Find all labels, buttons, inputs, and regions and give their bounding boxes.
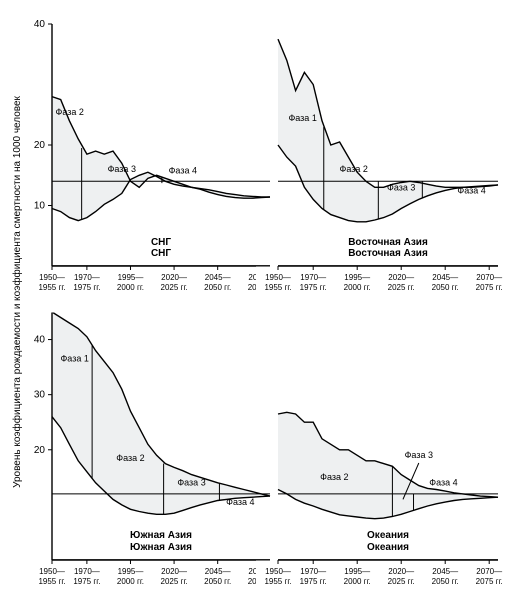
x-tick-label: 1975 гг. xyxy=(73,283,100,292)
x-tick-label: 2050 гг. xyxy=(204,283,231,292)
x-tick-label: 1955 гг. xyxy=(264,283,291,292)
x-tick-label: 2045— xyxy=(205,567,231,576)
phase-label: Фаза 3 xyxy=(108,164,136,174)
x-tick-label: 2025 гг. xyxy=(161,283,188,292)
x-tick-label: 1950— xyxy=(265,567,291,576)
x-tick-label: 1970— xyxy=(74,273,100,282)
phase-label: Фаза 3 xyxy=(387,182,415,192)
phase-label: Фаза 2 xyxy=(116,453,144,463)
phase-label: Фаза 2 xyxy=(320,472,348,482)
phase-label: Фаза 4 xyxy=(457,185,485,195)
phase-label: Фаза 2 xyxy=(339,164,367,174)
x-tick-label: 2025 гг. xyxy=(388,283,415,292)
x-tick-label: 2025 гг. xyxy=(161,577,188,586)
y-tick-label: 20 xyxy=(34,445,46,456)
x-tick-label: 2000 гг. xyxy=(117,283,144,292)
x-tick-label: 2075 гг. xyxy=(476,283,503,292)
phase-label: Фаза 2 xyxy=(55,107,83,117)
svg-text:Восточная Азия: Восточная Азия xyxy=(348,248,428,259)
x-tick-label: 1970— xyxy=(74,567,100,576)
phase-label: Фаза 4 xyxy=(169,165,197,175)
x-tick-label: 2000 гг. xyxy=(344,283,371,292)
x-tick-label: 1975 гг. xyxy=(300,283,327,292)
x-tick-label: 2020— xyxy=(388,567,414,576)
x-tick-label: 2000 гг. xyxy=(344,577,371,586)
x-tick-label: 1950— xyxy=(39,273,65,282)
x-tick-label: 1995— xyxy=(344,567,370,576)
x-tick-label: 1995— xyxy=(344,273,370,282)
x-tick-label: 1975 гг. xyxy=(300,577,327,586)
phase-label: Фаза 1 xyxy=(288,113,316,123)
x-tick-label: 2045— xyxy=(205,273,231,282)
y-tick-label: 10 xyxy=(34,201,46,212)
x-tick-label: 2070— xyxy=(476,273,502,282)
panel-title: Южная Азия xyxy=(130,530,192,541)
y-axis-label: Уровень коэффициента рождаемости и коэфф… xyxy=(11,95,23,487)
demographic-transition-figure: 1950—1955 гг.1970—1975 гг.1995—2000 гг.2… xyxy=(0,0,514,607)
panel-cis: 1950—1955 гг. 1970—1975 гг. 1995—2000 гг. 2… xyxy=(34,19,275,292)
panel-south_asia: 1950—1955 гг. 1970—1975 гг. 1995—2000 гг. 2… xyxy=(34,312,275,586)
x-tick-label: 2050 гг. xyxy=(432,577,459,586)
phase-label: Фаза 3 xyxy=(177,478,205,488)
x-tick-label: 1995— xyxy=(118,567,144,576)
phase-label: Фаза 4 xyxy=(429,478,457,488)
x-tick-label: 2070— xyxy=(476,567,502,576)
x-tick-label: 2025 гг. xyxy=(388,577,415,586)
x-tick-label: 1955 гг. xyxy=(38,283,65,292)
x-tick-label: 2020— xyxy=(161,273,187,282)
x-tick-label: 1975 гг. xyxy=(73,577,100,586)
y-tick-label: 30 xyxy=(34,390,46,401)
y-tick-label: 40 xyxy=(34,19,46,30)
x-tick-label: 1970— xyxy=(300,567,326,576)
x-tick-label: 2045— xyxy=(432,567,458,576)
svg-text:СНГ: СНГ xyxy=(151,248,171,259)
x-tick-label: 1955 гг. xyxy=(38,577,65,586)
phase-label: Фаза 1 xyxy=(60,354,88,364)
x-tick-label: 2050 гг. xyxy=(204,577,231,586)
panel-title: СНГ xyxy=(151,237,171,248)
x-tick-label: 1950— xyxy=(39,567,65,576)
x-tick-label: 2000 гг. xyxy=(117,577,144,586)
x-tick-label: 2020— xyxy=(388,273,414,282)
panel-east_asia: 1950—1955 гг. 1970—1975 гг. 1995—2000 гг. 2… xyxy=(264,39,502,292)
x-tick-label: 1970— xyxy=(300,273,326,282)
phase-label: Фаза 4 xyxy=(226,497,254,507)
x-tick-label: 1955 гг. xyxy=(264,577,291,586)
panel-title: Океания xyxy=(367,530,409,541)
x-tick-label: 1995— xyxy=(118,273,144,282)
y-tick-label: 40 xyxy=(34,335,46,346)
panel-title: Восточная Азия xyxy=(348,237,428,248)
svg-text:Океания: Океания xyxy=(367,542,409,553)
y-tick-label: 20 xyxy=(34,140,46,151)
x-tick-label: 2020— xyxy=(161,567,187,576)
x-tick-label: 1950— xyxy=(265,273,291,282)
svg-text:Южная Азия: Южная Азия xyxy=(130,542,192,553)
x-tick-label: 2045— xyxy=(432,273,458,282)
x-tick-label: 2050 гг. xyxy=(432,283,459,292)
phase-label: Фаза 3 xyxy=(405,450,433,460)
x-tick-label: 2075 гг. xyxy=(476,577,503,586)
